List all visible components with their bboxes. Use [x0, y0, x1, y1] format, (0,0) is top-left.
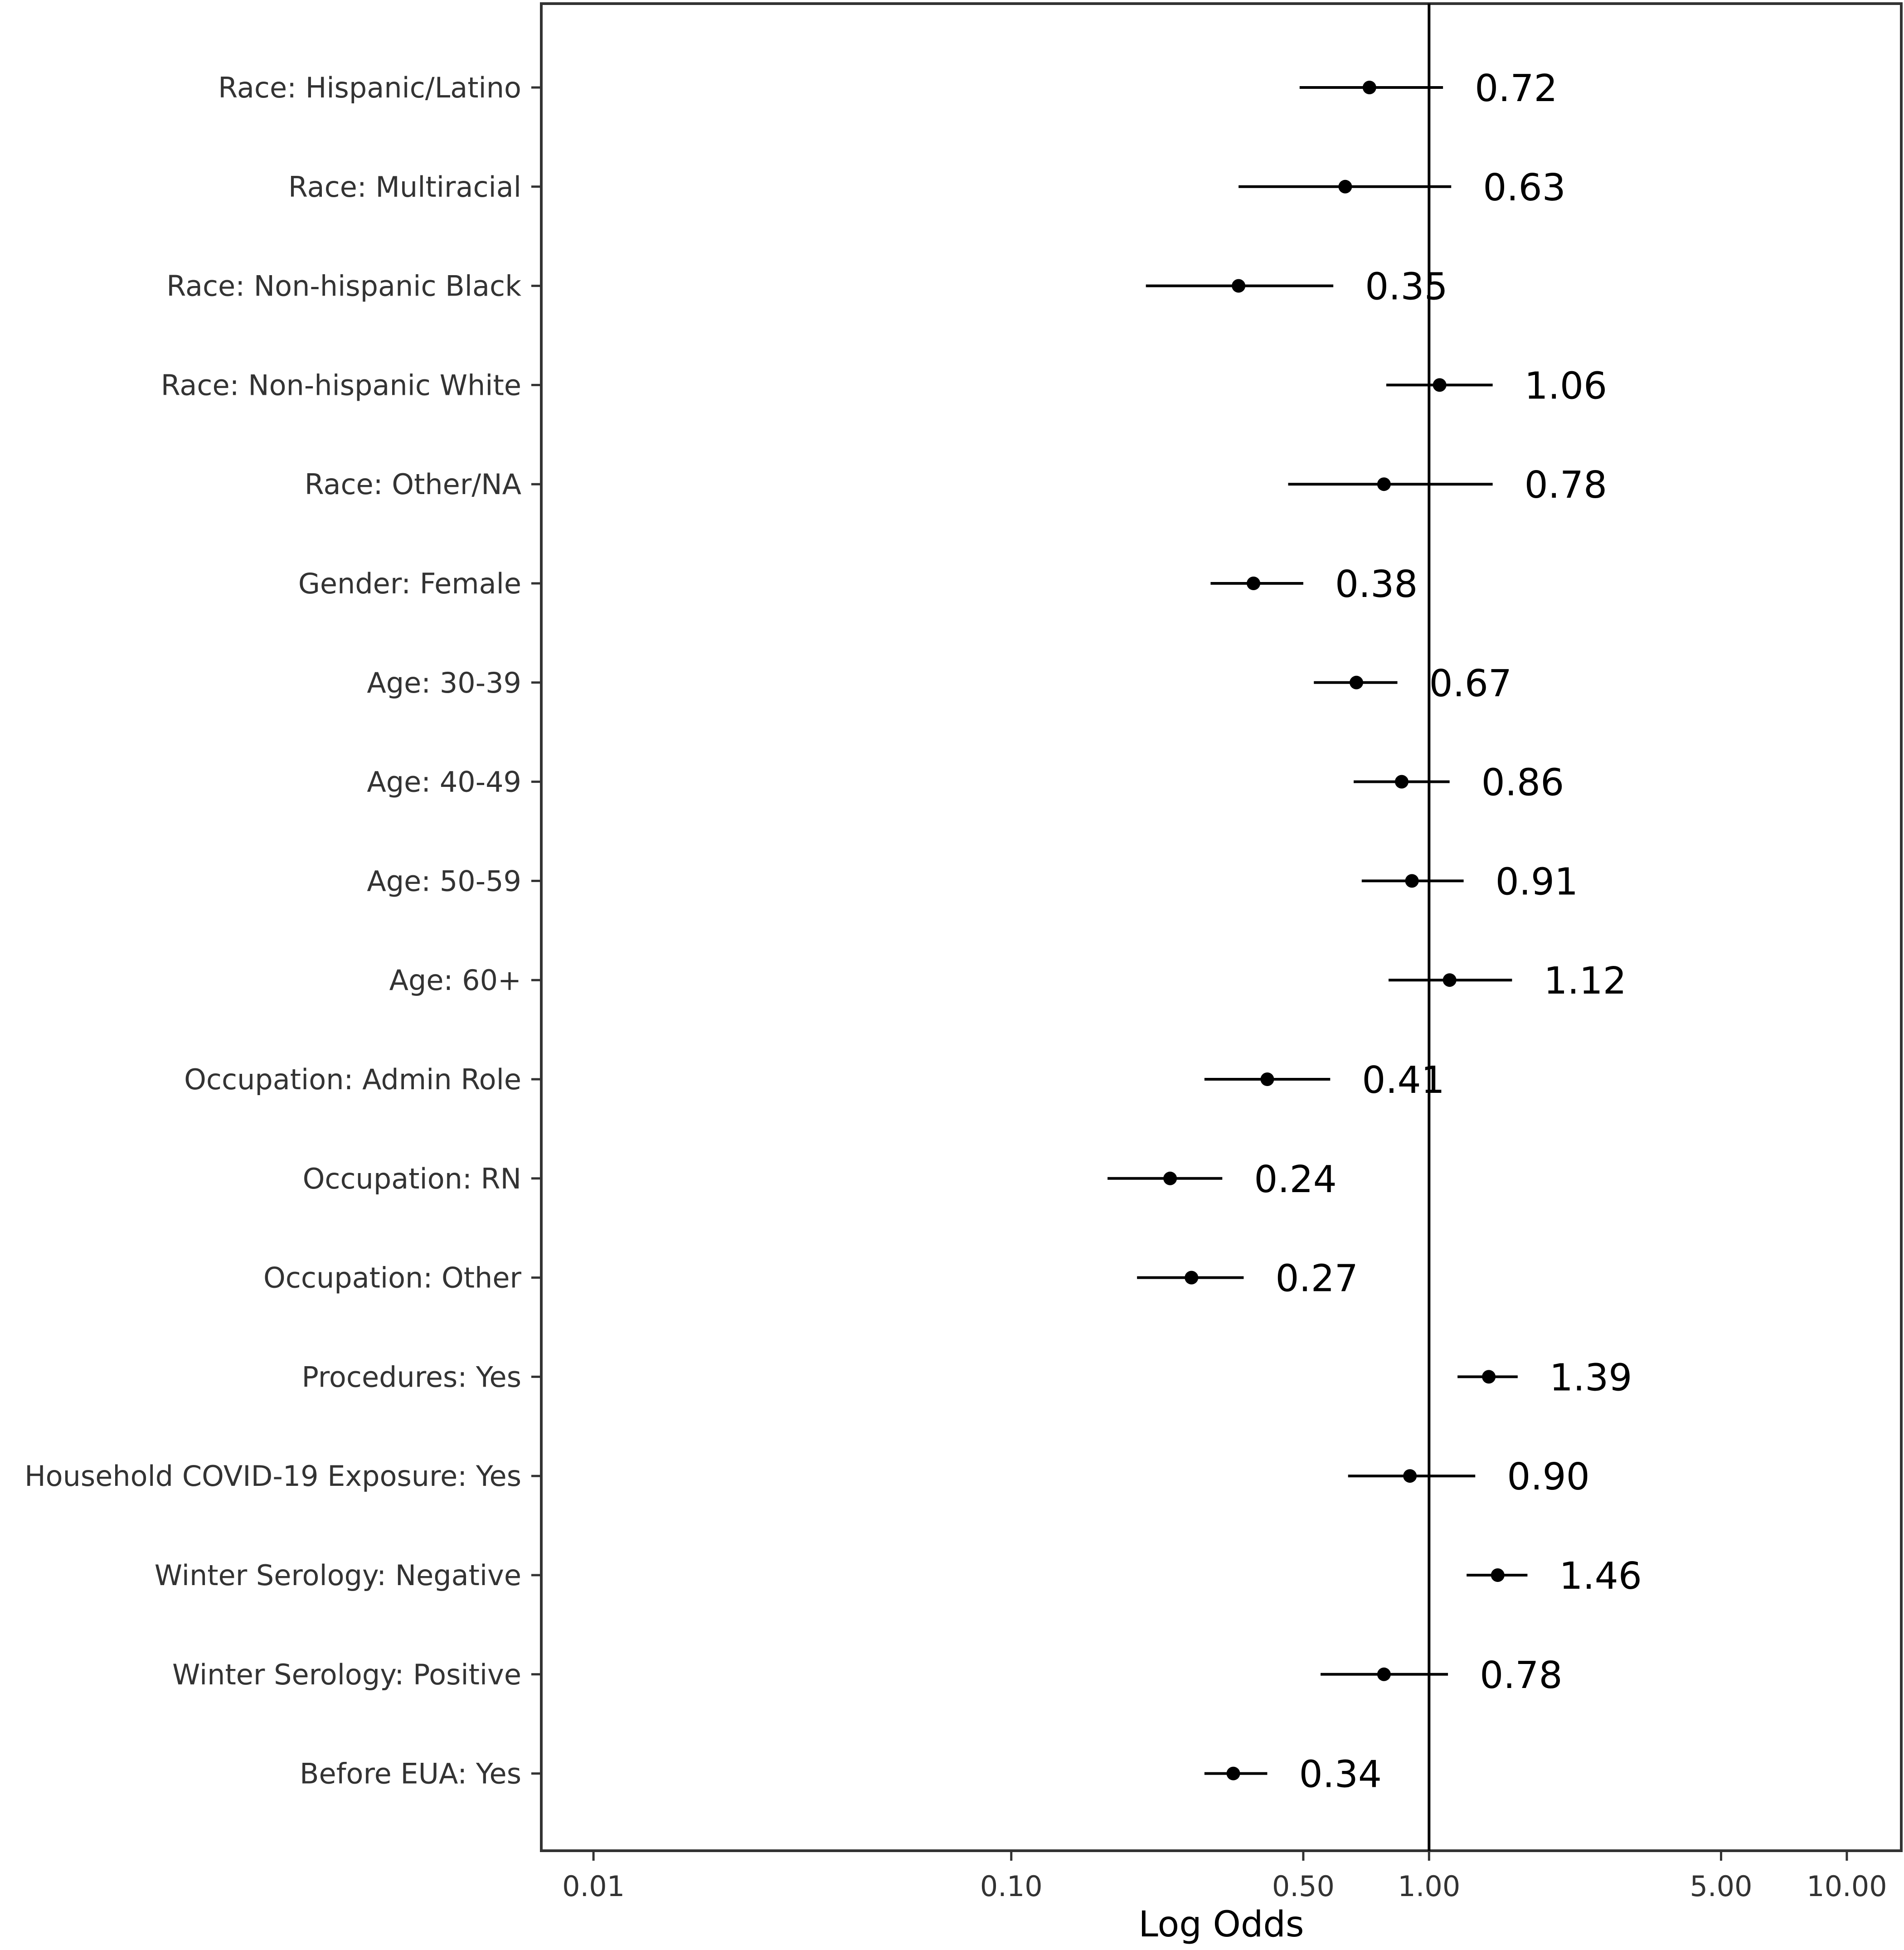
row-label: Before EUA: Yes	[300, 1757, 521, 1790]
forest-row: Age: 50-59 0.91	[367, 860, 1578, 903]
row-label: Occupation: RN	[303, 1162, 521, 1195]
point-estimate	[1377, 477, 1391, 491]
point-estimate	[1185, 1271, 1199, 1285]
estimate-value-label: 0.67	[1429, 662, 1512, 705]
point-estimate	[1362, 81, 1376, 94]
estimate-value-label: 0.24	[1254, 1158, 1337, 1201]
point-estimate	[1405, 874, 1419, 888]
row-label: Occupation: Other	[263, 1261, 522, 1295]
point-estimate	[1394, 775, 1409, 789]
forest-row: Race: Non-hispanic Black 0.35	[166, 266, 1447, 309]
row-label: Race: Non-hispanic White	[161, 369, 521, 402]
forest-row: Before EUA: Yes 0.34	[300, 1753, 1382, 1796]
row-label: Age: 30-39	[367, 666, 521, 699]
estimate-value-label: 0.78	[1480, 1654, 1563, 1697]
point-estimate	[1403, 1469, 1417, 1483]
estimate-value-label: 0.38	[1335, 563, 1418, 606]
row-label: Age: 60+	[389, 964, 521, 997]
row-label: Winter Serology: Negative	[155, 1559, 521, 1592]
point-estimate	[1247, 577, 1261, 590]
point-estimate	[1377, 1667, 1391, 1681]
point-estimate	[1350, 675, 1364, 689]
row-label: Age: 40-49	[367, 766, 521, 799]
point-estimate	[1260, 1072, 1274, 1086]
estimate-value-label: 0.41	[1362, 1059, 1445, 1102]
forest-row: Household COVID-19 Exposure: Yes 0.90	[24, 1455, 1590, 1499]
forest-row: Race: Non-hispanic White 1.06	[161, 364, 1608, 407]
estimate-value-label: 0.86	[1481, 762, 1564, 805]
x-tick-label: 10.00	[1807, 1870, 1887, 1903]
estimate-value-label: 0.35	[1365, 266, 1448, 309]
estimate-value-label: 1.39	[1549, 1356, 1632, 1399]
row-label: Procedures: Yes	[302, 1360, 522, 1393]
row-label: Occupation: Admin Role	[184, 1063, 521, 1096]
forest-row: Age: 60+ 1.12	[389, 960, 1627, 1003]
x-tick-label: 1.00	[1398, 1870, 1460, 1903]
forest-row: Winter Serology: Negative 1.46	[155, 1555, 1642, 1598]
forest-row: Age: 40-49 0.86	[367, 762, 1564, 805]
forest-row: Procedures: Yes 1.39	[302, 1356, 1632, 1399]
plot-panel	[540, 2, 1903, 1852]
point-estimate	[1232, 279, 1246, 293]
estimate-value-label: 1.06	[1525, 364, 1608, 407]
point-estimate	[1338, 179, 1352, 194]
row-label: Household COVID-19 Exposure: Yes	[24, 1460, 521, 1493]
row-label: Race: Non-hispanic Black	[166, 270, 521, 303]
forest-row: Winter Serology: Positive 0.78	[172, 1654, 1563, 1697]
row-label: Race: Hispanic/Latino	[218, 71, 521, 104]
estimate-value-label: 0.91	[1496, 860, 1579, 903]
forest-row: Race: Multiracial 0.63	[288, 166, 1566, 209]
estimate-value-label: 0.63	[1483, 166, 1566, 209]
row-label: Race: Multiracial	[288, 170, 521, 204]
forest-row: Race: Hispanic/Latino 0.72	[218, 67, 1558, 110]
estimate-value-label: 0.34	[1299, 1753, 1382, 1796]
estimate-value-label: 0.90	[1507, 1455, 1590, 1499]
x-axis-title: Log Odds	[1138, 1904, 1304, 1945]
estimate-value-label: 0.72	[1475, 67, 1558, 110]
estimate-value-label: 1.12	[1544, 960, 1627, 1003]
forest-row: Age: 30-39 0.67	[367, 662, 1512, 705]
row-label: Winter Serology: Positive	[172, 1658, 521, 1691]
x-tick-label: 5.00	[1690, 1870, 1752, 1903]
estimate-rows: Race: Hispanic/Latino 0.72 Race: Multiraci…	[24, 67, 1642, 1796]
point-estimate	[1443, 973, 1457, 987]
forest-row: Race: Other/NA 0.78	[305, 464, 1607, 507]
x-tick-label: 0.10	[980, 1870, 1043, 1903]
x-axis: 0.01 0.10 0.50 1.00 5.00 10.00	[562, 1851, 1887, 1903]
forest-row: Occupation: Other 0.27	[263, 1257, 1358, 1300]
point-estimate	[1491, 1568, 1505, 1582]
row-label: Gender: Female	[298, 567, 521, 600]
point-estimate	[1163, 1171, 1177, 1185]
x-tick-label: 0.01	[562, 1870, 625, 1903]
row-label: Age: 50-59	[367, 864, 521, 897]
point-estimate	[1226, 1766, 1240, 1780]
row-label: Race: Other/NA	[305, 468, 521, 501]
point-estimate	[1482, 1370, 1496, 1384]
estimate-value-label: 1.46	[1559, 1555, 1642, 1598]
point-estimate	[1433, 378, 1447, 392]
forest-row: Occupation: RN 0.24	[303, 1158, 1337, 1201]
estimate-value-label: 0.78	[1525, 464, 1608, 507]
forest-row: Occupation: Admin Role 0.41	[184, 1059, 1445, 1102]
x-tick-label: 0.50	[1272, 1870, 1335, 1903]
forest-row: Gender: Female 0.38	[298, 563, 1418, 606]
estimate-value-label: 0.27	[1275, 1257, 1358, 1300]
